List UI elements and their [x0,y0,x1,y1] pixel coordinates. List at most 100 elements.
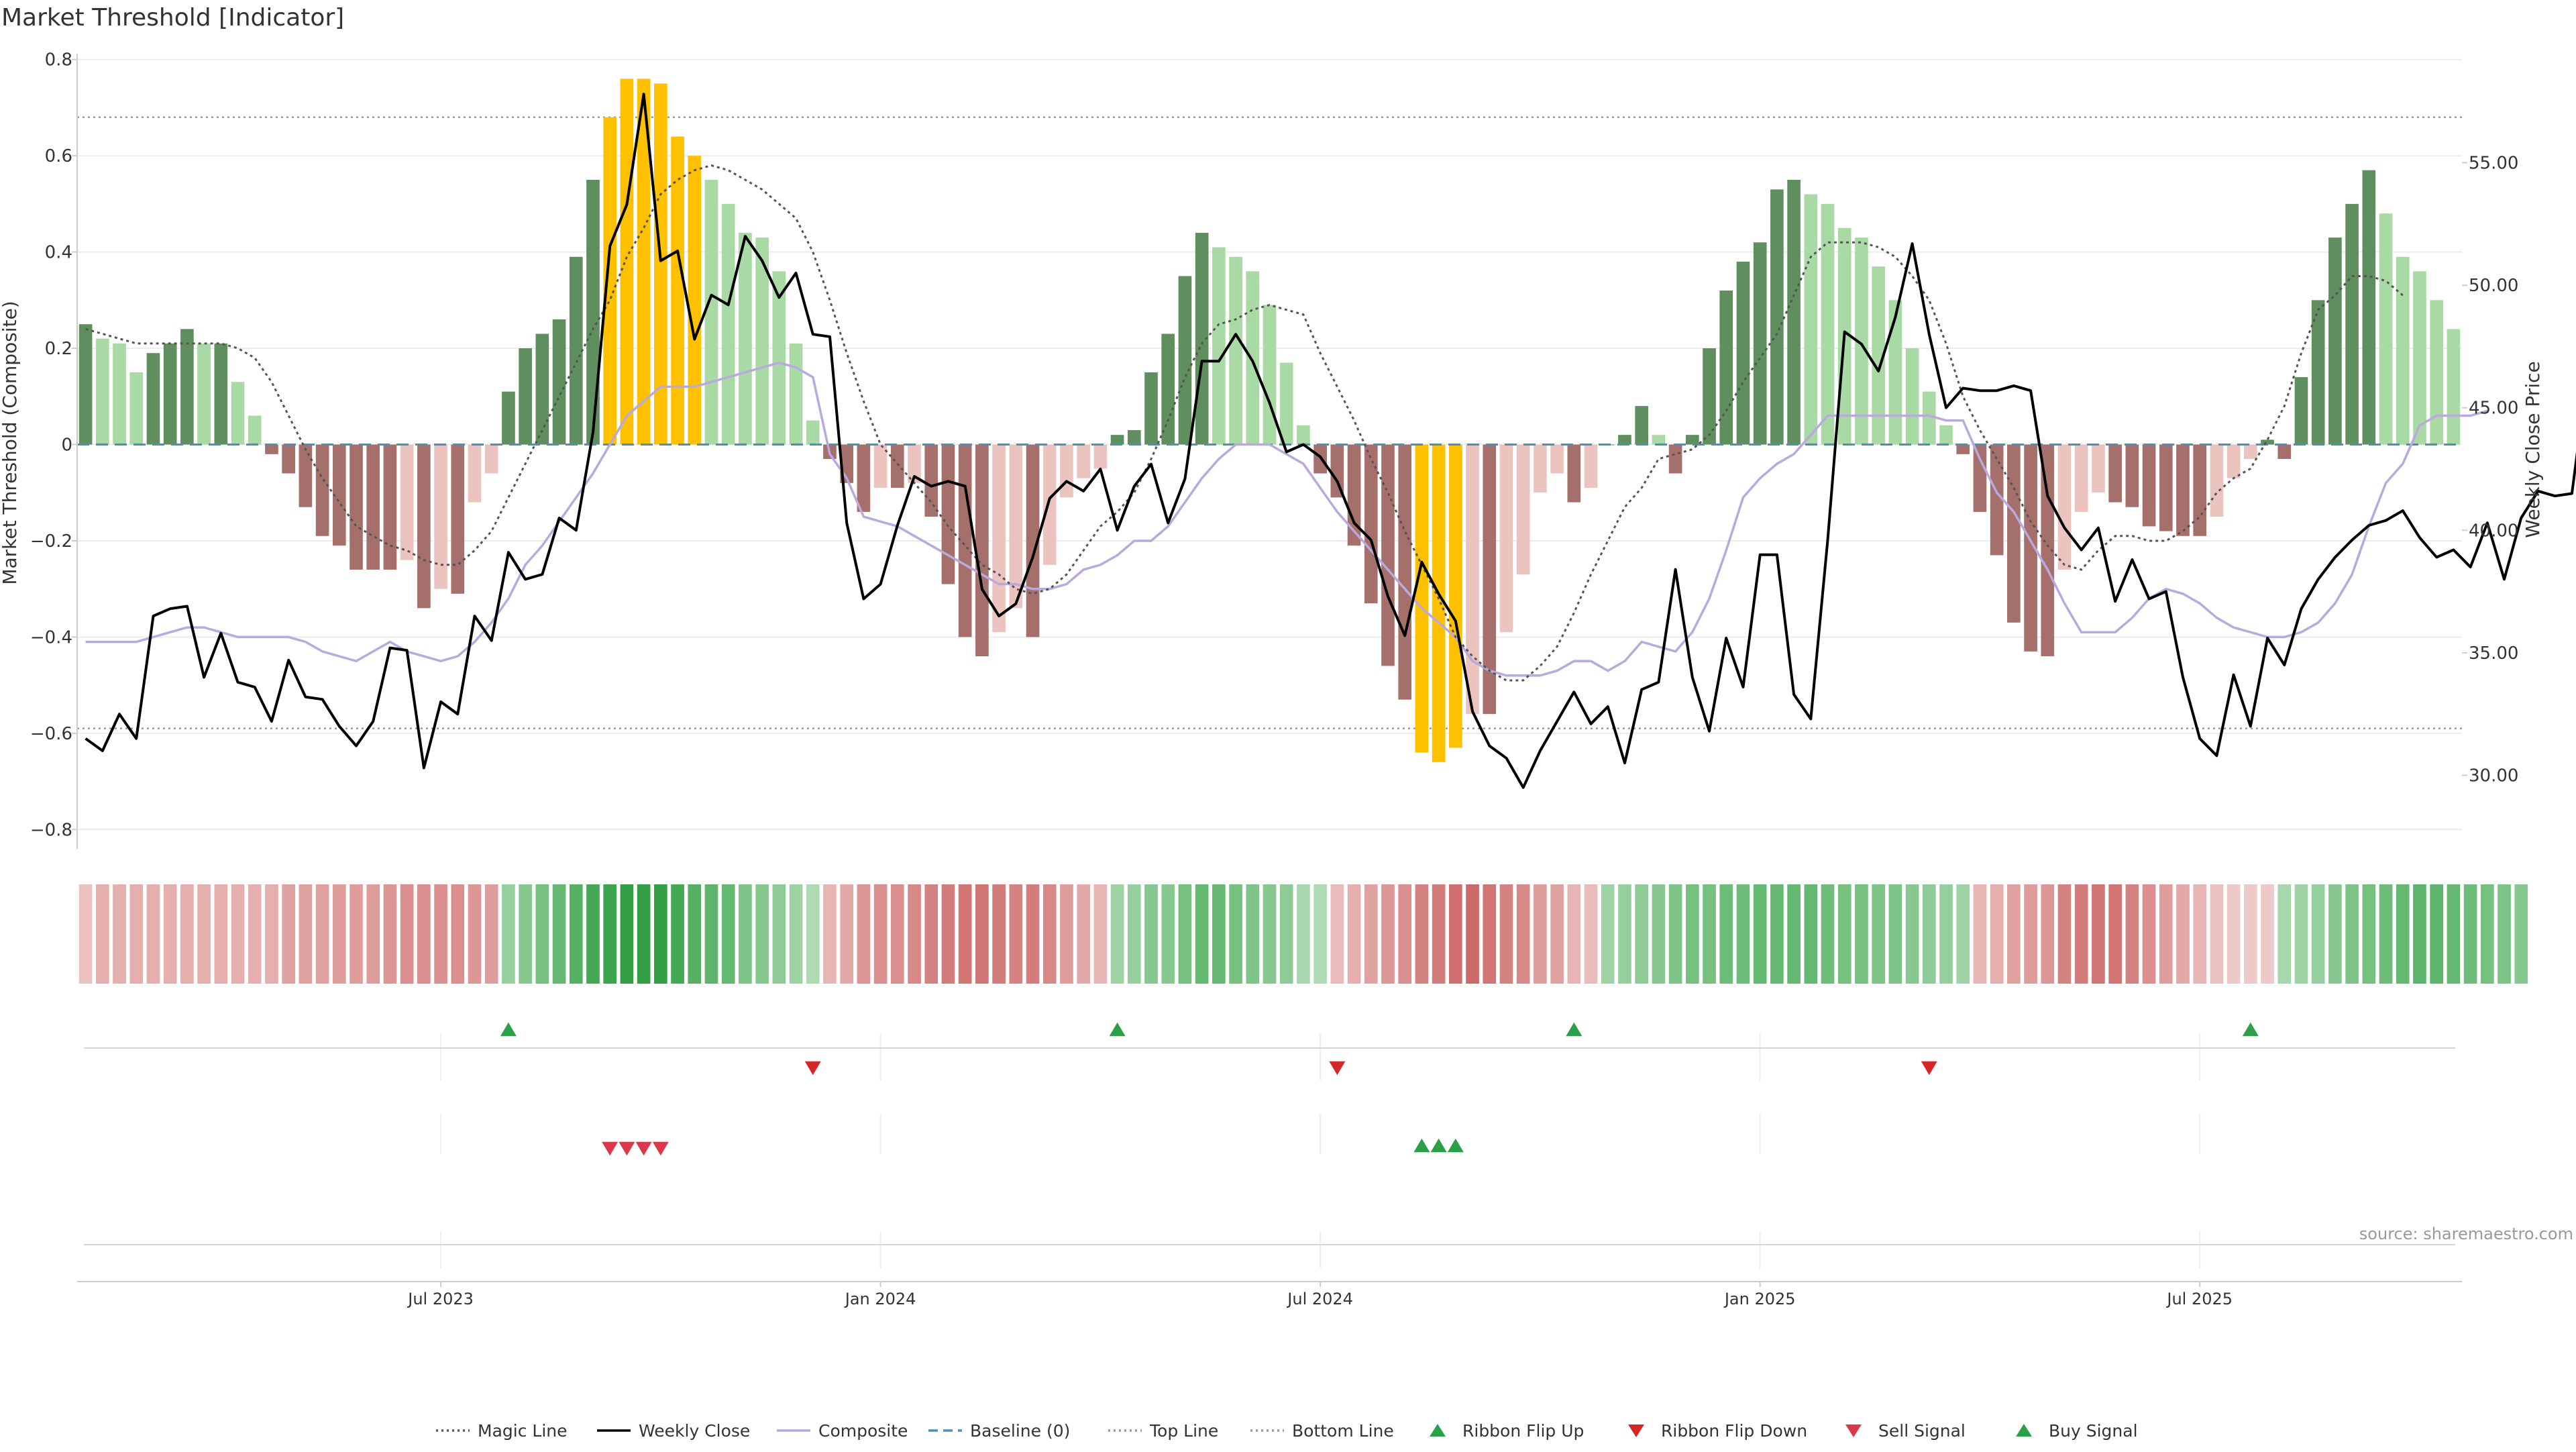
histogram-bar [2041,444,2055,657]
ribbon-flip-up-marker [2242,1022,2259,1037]
histogram-bar [1279,362,1293,445]
sell-signal-marker [635,1141,652,1156]
sell-signal-marker [652,1141,669,1156]
ribbon-segment [2193,884,2207,984]
histogram-bar [873,444,888,488]
histogram-bar [2024,444,2037,652]
histogram-bar [958,444,972,637]
histogram-bar [282,444,295,474]
y-axis-label-right: Weekly Close Price [2522,361,2544,537]
legend-symbol [1845,1424,1862,1437]
histogram-bar [552,319,566,445]
ribbon-segment [2379,884,2393,984]
ribbon-segment [2108,884,2122,984]
ribbon-flip-up-marker [1109,1022,1126,1037]
histogram-bar [1432,444,1446,762]
ribbon-segment [1212,884,1226,984]
histogram-bars [78,79,2461,762]
x-tick-label: Jan 2024 [844,1290,916,1308]
histogram-bar [519,348,532,445]
legend-symbol [1628,1424,1644,1437]
ribbon-segment [2041,884,2055,984]
histogram-bar [1668,444,1682,474]
ribbon-segment [1364,884,1378,984]
ribbon-flip-down-marker [1329,1061,1346,1076]
ribbon-segment [2514,884,2528,984]
histogram-bar [350,444,363,570]
histogram-bar [688,156,702,445]
histogram-bar [2396,256,2410,445]
histogram-bar [908,444,921,483]
ribbon-segment [400,884,414,984]
ribbon-segment [1263,884,1277,984]
ribbon-segment [2007,884,2021,984]
ribbon-segment [1685,884,1699,984]
ribbon-flip-up-marker [1566,1022,1582,1037]
composite-line [85,361,2488,677]
histogram-bar [2379,213,2393,445]
histogram-bar [2176,444,2190,536]
ribbon-segment [1110,884,1124,984]
histogram-bar [2226,444,2241,478]
histogram-bar [704,180,718,445]
histogram-bar [2244,444,2257,460]
histogram-bar [1956,444,1970,454]
histogram-bar [2277,444,2292,460]
histogram-bar [1719,290,1733,445]
ribbon-segment [2024,884,2037,984]
buy-signal-marker [1430,1138,1447,1153]
ribbon-segment [2226,884,2241,984]
histogram-bar [535,333,549,445]
ribbon-segment [502,884,515,984]
ribbon-segment [2074,884,2088,984]
legend-label: Ribbon Flip Down [1661,1421,1807,1441]
legend: Magic Line Weekly Close Composite Baseline … [436,1421,2138,1441]
ribbon-segment [1330,884,1344,984]
histogram-bar [1685,435,1699,445]
ribbon-segment [603,884,617,984]
histogram-bar [1567,444,1581,503]
histogram-bar [2092,444,2105,493]
ribbon-segment [1550,884,1564,984]
histogram-bar [2125,444,2139,507]
ribbon-segment [637,884,651,984]
histogram-bar [772,271,786,445]
ribbon-segment [113,884,126,984]
histogram-bar [1060,444,1073,498]
histogram-bar [739,232,752,445]
histogram-bar [637,79,651,445]
histogram-bar [1449,444,1462,748]
legend-item: Buy Signal [2016,1421,2138,1441]
ribbon-segment [1144,884,1158,984]
ribbon-segment [688,884,702,984]
ribbon-segment [265,884,278,984]
histogram-bar [95,338,109,445]
ribbon-segment [992,884,1006,984]
histogram-bar [1246,271,1260,445]
magic-line [85,164,2404,682]
histogram-bar [890,444,904,488]
histogram-bar [857,444,871,512]
histogram-bar [1110,435,1124,445]
histogram-bar [992,444,1006,633]
ribbon-segment [1009,884,1023,984]
x-tick-label: Jul 2025 [2165,1290,2233,1308]
ribbon-segment [1060,884,1073,984]
ribbon-segment [1516,884,1530,984]
histogram-bar [366,444,380,570]
ribbon-segment [417,884,431,984]
histogram-bar [2057,444,2072,570]
ribbon-segment [1229,884,1242,984]
histogram-bar [180,329,194,445]
ribbon-segment [468,884,482,984]
ribbon-segment [383,884,397,984]
ribbon-segment [519,884,532,984]
ribbon-segment [1499,884,1513,984]
ribbon-segment [1787,884,1801,984]
ribbon-segment [1872,884,1885,984]
ribbon-segment [2498,884,2511,984]
ribbon-segment [1246,884,1260,984]
histogram-bar [2430,300,2444,445]
ribbon-segment [586,884,600,984]
